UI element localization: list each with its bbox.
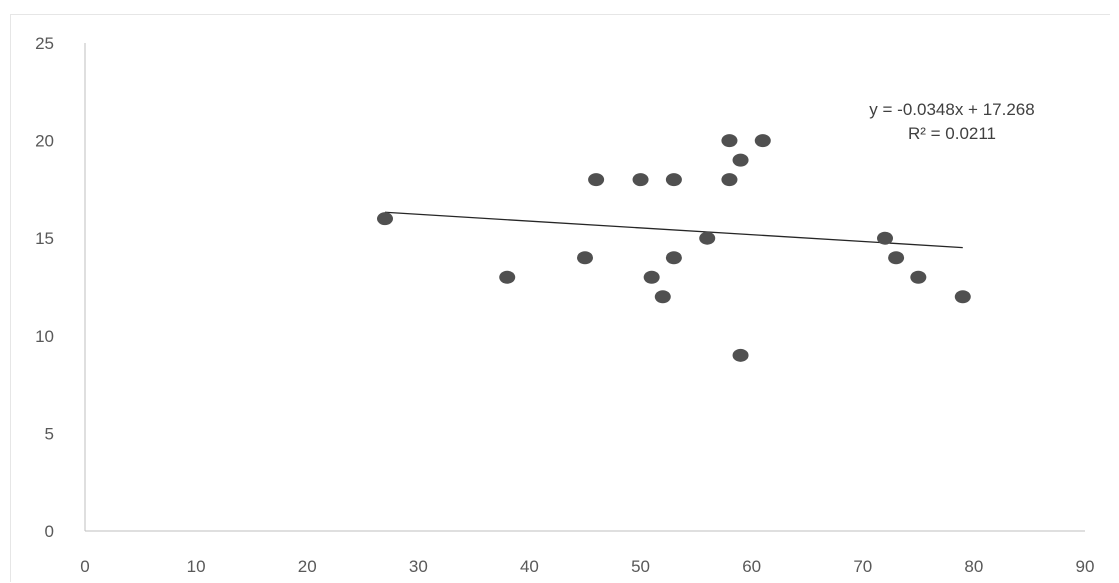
x-tick-label: 30 bbox=[409, 557, 428, 576]
y-tick-label: 25 bbox=[35, 34, 54, 53]
data-point bbox=[577, 251, 593, 265]
trendline bbox=[384, 211, 963, 249]
data-point bbox=[699, 231, 716, 245]
x-tick-label: 80 bbox=[964, 557, 983, 576]
data-point bbox=[754, 134, 771, 148]
data-point bbox=[632, 173, 649, 187]
x-tick-labels: 0 10 20 30 40 50 60 70 80 90 bbox=[80, 557, 1094, 576]
x-tick-label: 50 bbox=[631, 557, 650, 576]
y-tick-label: 20 bbox=[35, 132, 54, 151]
data-point bbox=[665, 173, 682, 187]
data-point bbox=[499, 270, 516, 284]
x-tick-label: 60 bbox=[742, 557, 761, 576]
data-point bbox=[910, 270, 927, 284]
data-point bbox=[721, 173, 738, 187]
x-tick-label: 70 bbox=[853, 557, 872, 576]
trendline-equation: y = -0.0348x + 17.268 R² = 0.0211 bbox=[822, 100, 1082, 144]
data-point bbox=[877, 231, 893, 245]
x-tick-label: 10 bbox=[187, 557, 206, 576]
data-point bbox=[643, 270, 660, 284]
data-point bbox=[732, 348, 749, 362]
y-tick-label: 15 bbox=[35, 229, 54, 248]
data-point bbox=[888, 251, 905, 265]
x-tick-label: 40 bbox=[520, 557, 539, 576]
chart-frame bbox=[10, 14, 1110, 582]
trendline-group bbox=[384, 211, 963, 249]
y-tick-label: 5 bbox=[45, 424, 54, 443]
x-tick-label: 0 bbox=[80, 557, 89, 576]
data-point bbox=[665, 251, 682, 265]
y-tick-label: 0 bbox=[45, 522, 54, 541]
x-tick-label: 20 bbox=[298, 557, 317, 576]
equation-label: y = -0.0348x + 17.268 bbox=[869, 100, 1035, 119]
data-point bbox=[377, 212, 393, 226]
y-tick-label: 10 bbox=[35, 327, 54, 346]
data-point bbox=[721, 134, 738, 148]
data-point bbox=[954, 290, 971, 304]
data-points bbox=[377, 134, 971, 362]
data-point bbox=[588, 173, 605, 187]
data-point bbox=[732, 153, 749, 167]
y-tick-labels: 0 5 10 15 20 25 bbox=[35, 34, 54, 541]
data-point bbox=[654, 290, 671, 304]
x-tick-label: 90 bbox=[1076, 557, 1095, 576]
r-squared-label: R² = 0.0211 bbox=[907, 124, 997, 143]
